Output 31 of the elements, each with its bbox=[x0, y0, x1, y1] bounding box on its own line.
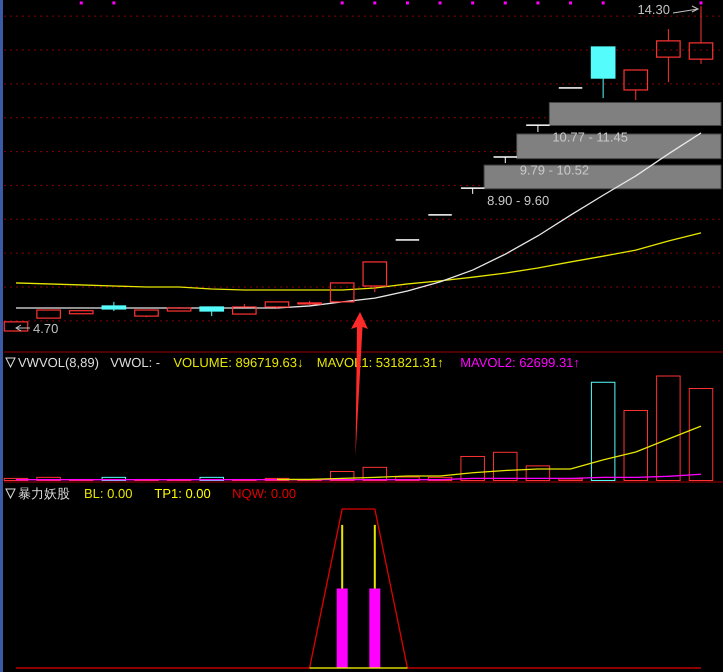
band-label: 10.77 - 11.45 bbox=[552, 130, 628, 145]
chart-title: 暴力妖股 bbox=[18, 486, 70, 501]
bar bbox=[36, 476, 61, 481]
bar bbox=[526, 465, 550, 481]
text: NQW: 0.00 bbox=[232, 486, 296, 501]
annotation: 14.30 bbox=[637, 2, 670, 17]
text: MAVOL2: 62699.31↑ bbox=[460, 355, 580, 370]
bar bbox=[330, 471, 354, 481]
bar bbox=[199, 476, 224, 481]
candlestick bbox=[656, 28, 681, 83]
bar bbox=[688, 388, 714, 481]
bar bbox=[102, 476, 126, 481]
bar bbox=[558, 478, 583, 481]
bar bbox=[264, 478, 290, 481]
chart-subtitle: VWOL: - bbox=[110, 355, 160, 370]
text: TP1: 0.00 bbox=[154, 486, 211, 501]
bar bbox=[493, 452, 518, 481]
bar bbox=[4, 478, 28, 481]
text: VOLUME: 896719.63↓ bbox=[173, 355, 304, 370]
band-label: 9.79 - 10.52 bbox=[520, 162, 590, 178]
text: BL: 0.00 bbox=[84, 486, 132, 501]
band-label: 8.90 - 9.60 bbox=[487, 192, 550, 208]
bar bbox=[590, 382, 616, 481]
bar bbox=[460, 456, 485, 481]
bar bbox=[395, 476, 420, 481]
bar bbox=[624, 410, 648, 481]
bar bbox=[428, 476, 452, 481]
bar bbox=[656, 376, 681, 481]
bar bbox=[362, 466, 388, 481]
annotation: 4.70 bbox=[33, 321, 58, 336]
chart-title: VWVOL(8,89) bbox=[18, 355, 99, 370]
